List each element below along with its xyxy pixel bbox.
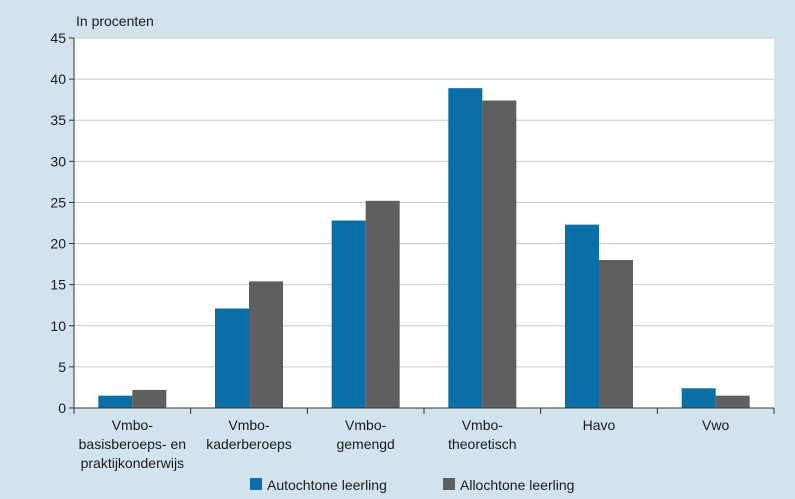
bar-allochtone [249,281,283,408]
bar-allochtone [715,395,750,408]
legend: Autochtone leerling Allochtone leerling [250,477,574,493]
bars [98,88,750,409]
x-category-label: Vmbo- [228,417,270,433]
legend-label: Allochtone leerling [460,477,574,493]
x-category-label: praktijkonderwijs [81,455,184,471]
y-tick-label: 45 [50,30,66,46]
x-category-label: Vmbo- [112,417,154,433]
y-tick-label: 20 [50,236,66,252]
y-tick-label: 40 [50,71,66,87]
x-category-label: gemengd [336,436,394,452]
y-tick-label: 35 [50,112,66,128]
bar-autochtone [331,220,366,408]
x-category-label: Vwo [702,417,729,433]
bar-allochtone [132,389,167,408]
bar-autochtone [448,88,483,409]
plot-area [74,38,774,408]
bar-allochtone [365,200,400,408]
y-tick-label: 25 [50,194,66,210]
x-category-label: Havo [583,417,616,433]
x-category-label: Vmbo- [345,417,387,433]
bar-allochtone [599,260,633,408]
y-tick-label: 0 [58,400,66,416]
unit-label: In procenten [76,13,154,29]
bar-autochtone [215,308,249,408]
bar-autochtone [681,388,716,408]
legend-swatch [443,478,455,490]
x-axis-labels: Vmbo-basisberoeps- en praktijkonderwijs Vm… [79,417,730,471]
bar-autochtone [98,395,133,408]
bar-autochtone [565,224,599,408]
legend-label: Autochtone leerling [267,477,387,493]
y-tick-label: 5 [58,359,66,375]
y-tick-label: 30 [50,153,66,169]
y-tick-label: 10 [50,318,66,334]
legend-swatch [250,478,262,490]
y-tick-label: 15 [50,277,66,293]
x-category-label: theoretisch [448,436,516,452]
x-category-label: basisberoeps- en [79,436,186,452]
y-axis-ticks: 0 5 10 15 20 25 30 35 40 45 [50,30,74,416]
axes [73,38,775,414]
bar-allochtone [482,100,517,408]
grid-lines [74,37,774,409]
x-category-label: Vmbo- [462,417,504,433]
x-category-label: kaderberoeps [206,436,292,452]
